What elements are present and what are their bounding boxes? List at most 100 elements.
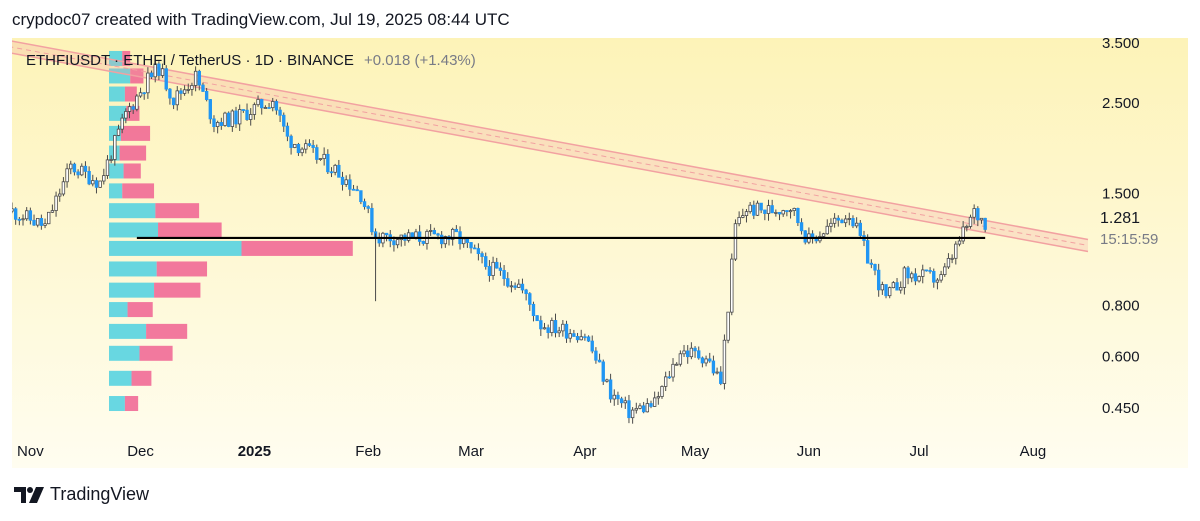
candle-down <box>667 376 672 379</box>
candle-down <box>865 240 870 264</box>
candle-down <box>454 228 459 233</box>
candle-up <box>605 379 609 382</box>
candle-up <box>238 109 242 125</box>
x-tick-label: May <box>681 443 710 460</box>
brand-name: TradingView <box>50 484 150 504</box>
volume-profile-down-bar <box>119 145 147 161</box>
tradingview-logo-icon[interactable] <box>14 486 44 503</box>
candle-down <box>763 209 767 214</box>
candle-down <box>932 271 936 283</box>
candle-down <box>546 327 550 333</box>
candle-up <box>935 279 940 283</box>
candle-up <box>395 239 400 246</box>
candle-up <box>102 175 106 182</box>
x-tick-label: Apr <box>573 443 596 460</box>
candle-down <box>340 176 345 185</box>
candle-down <box>520 283 525 291</box>
candle-down <box>480 253 484 257</box>
candle-up <box>774 212 778 214</box>
candle-down <box>759 202 763 211</box>
candle-up <box>428 230 433 232</box>
volume-profile-down-bar <box>241 240 353 256</box>
candle-up <box>579 336 583 341</box>
candle-up <box>671 363 675 378</box>
candle-down <box>777 212 782 215</box>
candle-down <box>895 282 899 291</box>
candle-up <box>517 283 521 288</box>
candle-down <box>72 163 77 173</box>
candle-up <box>138 92 143 97</box>
candle-down <box>619 398 624 404</box>
chart-panel[interactable]: 3.500 2.500 1.500 0.800 0.600 0.450 Nov Dec 202… <box>12 38 1188 468</box>
candle-down <box>94 180 99 188</box>
volume-profile-down-bar <box>155 203 200 219</box>
candle-up <box>825 225 829 235</box>
candle-up <box>961 226 965 242</box>
candle-down <box>421 240 425 244</box>
candle-down <box>572 333 576 337</box>
candle-up <box>781 210 785 215</box>
volume-profile-down-bar <box>146 323 188 339</box>
candle-down <box>168 88 172 99</box>
candle-up <box>656 396 661 399</box>
candle-up <box>193 70 198 86</box>
candle-up <box>660 386 664 397</box>
candle-down <box>171 97 176 106</box>
candle-up <box>293 143 297 148</box>
candle-up <box>443 236 448 245</box>
candle-up <box>832 217 837 224</box>
candle-down <box>351 188 356 191</box>
candle-up <box>954 243 958 259</box>
candle-up <box>891 282 896 289</box>
candle-up <box>917 276 921 282</box>
candle-up <box>182 89 187 94</box>
candle-up <box>80 165 84 176</box>
price-axis[interactable]: 3.500 2.500 1.500 0.800 0.600 0.450 <box>1102 38 1140 417</box>
candle-up <box>462 238 466 245</box>
symbol-legend[interactable]: ETHFIUSDT · ETHFI / TetherUS · 1D · BINA… <box>26 52 476 69</box>
volume-profile-up-bar <box>109 282 155 298</box>
candle-down <box>564 323 569 339</box>
candle-down <box>285 125 290 137</box>
candle-up <box>612 394 616 400</box>
candle-down <box>913 273 918 282</box>
candle-down <box>502 270 506 280</box>
x-tick-label: 2025 <box>238 443 271 460</box>
candle-up <box>821 233 826 237</box>
candle-up <box>322 153 326 159</box>
candle-up <box>755 202 760 216</box>
volume-profile-up-bar <box>109 240 242 256</box>
candle-up <box>979 217 984 221</box>
candle-up <box>263 107 268 109</box>
candle-down <box>616 394 620 400</box>
candle-down <box>212 118 216 128</box>
candle-down <box>164 68 168 90</box>
volume-profile-down-bar <box>139 345 173 361</box>
candle-down <box>697 350 701 359</box>
candle-up <box>215 122 220 128</box>
candle-up <box>127 106 132 112</box>
candle-down <box>869 262 874 265</box>
candle-down <box>524 289 528 295</box>
time-axis[interactable]: Nov Dec 2025 Feb Mar Apr May Jun Jul Aug <box>17 443 1046 460</box>
y-tick-label: 0.600 <box>1102 349 1140 366</box>
x-tick-label: Feb <box>355 443 381 460</box>
candle-down <box>873 263 877 271</box>
candle-down <box>329 171 334 174</box>
candle-down <box>686 350 690 358</box>
price-chart[interactable]: 3.500 2.500 1.500 0.800 0.600 0.450 Nov Dec 202… <box>12 38 1188 468</box>
candle-up <box>256 99 260 106</box>
x-tick-label: Aug <box>1020 443 1047 460</box>
candle-up <box>854 222 859 227</box>
candle-up <box>43 223 47 226</box>
candle-down <box>884 284 888 297</box>
candle-up <box>21 218 25 221</box>
candle-up <box>249 114 253 120</box>
candle-down <box>506 278 510 287</box>
y-tick-label: 0.800 <box>1102 298 1140 315</box>
candle-down <box>142 92 146 95</box>
candle-up <box>939 274 943 281</box>
candle-up <box>943 266 947 275</box>
candle-up <box>230 110 235 127</box>
candle-up <box>921 269 925 277</box>
